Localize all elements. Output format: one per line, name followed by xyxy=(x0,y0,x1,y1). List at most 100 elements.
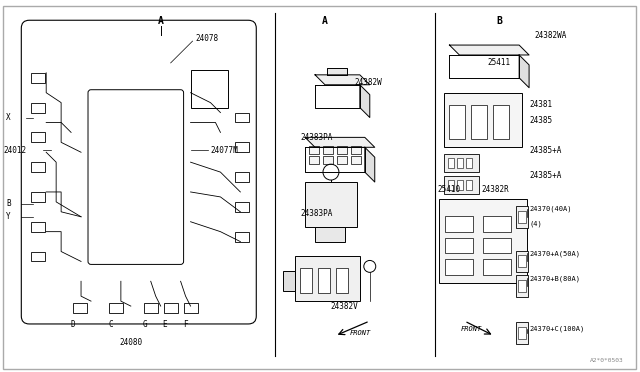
Bar xyxy=(445,259,474,275)
Text: A: A xyxy=(322,16,328,26)
Text: X: X xyxy=(6,113,11,122)
Bar xyxy=(323,146,333,154)
Bar xyxy=(31,162,45,172)
Polygon shape xyxy=(365,147,375,182)
Bar xyxy=(449,180,454,190)
Text: 24383PA: 24383PA xyxy=(300,209,332,218)
Text: 24385+A: 24385+A xyxy=(529,171,561,180)
Bar xyxy=(351,156,361,164)
Bar xyxy=(337,146,347,154)
Text: 25410: 25410 xyxy=(438,186,461,195)
Polygon shape xyxy=(305,147,365,172)
Text: 24385: 24385 xyxy=(529,116,552,125)
Bar xyxy=(483,259,511,275)
Bar xyxy=(315,227,345,241)
Text: D: D xyxy=(71,320,76,330)
Text: G: G xyxy=(143,320,147,330)
Bar xyxy=(309,146,319,154)
FancyBboxPatch shape xyxy=(516,275,528,297)
Text: 24370+A(50A): 24370+A(50A) xyxy=(529,250,580,257)
FancyBboxPatch shape xyxy=(516,322,528,344)
FancyBboxPatch shape xyxy=(21,20,256,324)
Text: FRONT: FRONT xyxy=(349,330,371,336)
Bar xyxy=(449,158,454,168)
Bar xyxy=(336,268,348,293)
FancyBboxPatch shape xyxy=(444,93,522,147)
Text: 24381: 24381 xyxy=(529,100,552,109)
Bar xyxy=(483,238,511,253)
Bar xyxy=(184,303,198,313)
Text: A: A xyxy=(157,16,164,26)
Text: 24382W: 24382W xyxy=(355,78,383,87)
Text: 24080: 24080 xyxy=(119,338,142,347)
Text: C: C xyxy=(109,320,113,330)
Bar xyxy=(445,238,474,253)
Bar xyxy=(318,268,330,293)
FancyBboxPatch shape xyxy=(516,250,528,272)
Bar xyxy=(236,113,250,122)
FancyBboxPatch shape xyxy=(516,206,528,228)
Bar xyxy=(309,156,319,164)
Bar xyxy=(73,303,87,313)
Text: 24370+C(100A): 24370+C(100A) xyxy=(529,326,584,332)
Text: 24077M: 24077M xyxy=(211,146,238,155)
FancyBboxPatch shape xyxy=(440,199,527,283)
Text: 24382R: 24382R xyxy=(481,186,509,195)
Bar xyxy=(444,176,479,194)
Bar xyxy=(458,158,463,168)
Bar xyxy=(467,180,472,190)
Polygon shape xyxy=(449,45,529,55)
Bar xyxy=(351,146,361,154)
Bar xyxy=(31,222,45,232)
Bar xyxy=(337,156,347,164)
Polygon shape xyxy=(519,55,529,88)
Bar xyxy=(236,142,250,152)
Text: 24382V: 24382V xyxy=(330,302,358,311)
Bar xyxy=(31,192,45,202)
Bar xyxy=(300,268,312,293)
Bar xyxy=(31,73,45,83)
Bar xyxy=(471,105,487,140)
Bar xyxy=(445,216,474,232)
Text: E: E xyxy=(163,320,167,330)
Bar xyxy=(449,105,465,140)
Polygon shape xyxy=(315,85,360,108)
Bar xyxy=(191,70,228,108)
Bar xyxy=(144,303,157,313)
Text: 24385+A: 24385+A xyxy=(529,146,561,155)
Bar xyxy=(518,327,526,339)
Text: B: B xyxy=(496,16,502,26)
Polygon shape xyxy=(315,75,370,85)
Text: 24012: 24012 xyxy=(3,146,26,155)
Text: 24382WA: 24382WA xyxy=(534,31,566,40)
FancyBboxPatch shape xyxy=(295,256,360,301)
Bar xyxy=(493,105,509,140)
Text: B: B xyxy=(6,199,11,208)
FancyBboxPatch shape xyxy=(88,90,184,264)
Bar xyxy=(236,202,250,212)
Bar xyxy=(444,154,479,172)
Bar xyxy=(518,211,526,223)
Bar xyxy=(236,232,250,241)
Text: (4): (4) xyxy=(529,221,542,227)
Text: 24370(40A): 24370(40A) xyxy=(529,206,572,212)
Text: 24383PA: 24383PA xyxy=(300,133,332,142)
Bar xyxy=(109,303,123,313)
Bar xyxy=(31,132,45,142)
Polygon shape xyxy=(449,55,519,78)
FancyBboxPatch shape xyxy=(305,182,357,227)
Text: 25411: 25411 xyxy=(488,58,511,67)
Bar xyxy=(31,251,45,262)
Bar xyxy=(483,216,511,232)
Text: Y: Y xyxy=(6,212,11,221)
Bar xyxy=(323,156,333,164)
Bar xyxy=(467,158,472,168)
Bar xyxy=(236,172,250,182)
Polygon shape xyxy=(360,85,370,118)
Text: 24370+B(80A): 24370+B(80A) xyxy=(529,275,580,282)
Text: A2*0*0503: A2*0*0503 xyxy=(590,358,623,363)
Polygon shape xyxy=(305,137,375,147)
Text: FRONT: FRONT xyxy=(461,326,482,332)
Bar xyxy=(518,280,526,292)
Bar xyxy=(164,303,178,313)
